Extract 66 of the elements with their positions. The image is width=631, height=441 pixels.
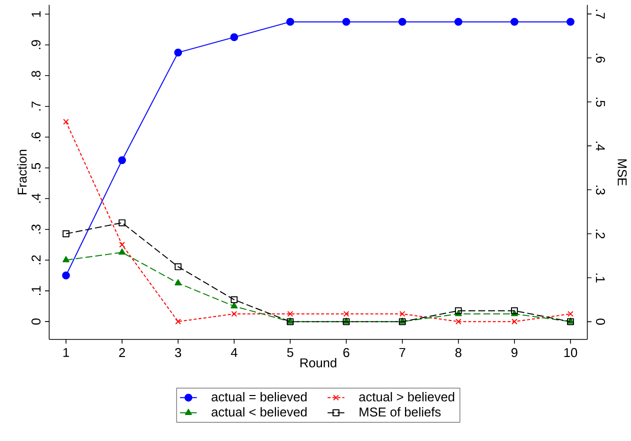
point (62, 272, 70, 280)
point (454, 307, 462, 314)
y2-tick-label: .2 (596, 230, 605, 239)
point (566, 18, 574, 26)
x-tick-label: 3 (175, 348, 182, 358)
y-tick-label: .4 (32, 194, 41, 203)
point (510, 307, 518, 314)
point (174, 48, 182, 57)
y-tick-label: .2 (32, 256, 41, 264)
point (118, 219, 126, 226)
point (118, 248, 126, 255)
point (512, 318, 518, 325)
y-tick-label: .5 (32, 163, 41, 172)
point (230, 33, 238, 42)
point (62, 230, 70, 238)
point (455, 318, 462, 325)
point (63, 118, 69, 125)
point (174, 279, 182, 286)
y2-tick-label: .1 (596, 274, 605, 283)
y2-tick-label: .5 (596, 98, 605, 107)
y2-tick-label: .4 (596, 142, 605, 151)
x-tick-label: 8 (455, 348, 462, 358)
point (510, 18, 518, 26)
x-tick-label: 5 (287, 348, 294, 358)
x-tick-label: 4 (230, 348, 238, 357)
legend-label: MSE of beliefs (360, 407, 441, 417)
point (174, 263, 182, 270)
legend-label: actual > believed (359, 392, 454, 402)
x-axis-title: Round (300, 358, 336, 368)
y-tick-label: .9 (31, 40, 41, 50)
x-tick-label: 6 (343, 348, 350, 358)
point (343, 311, 350, 317)
x-tick-label: 9 (511, 348, 518, 358)
y-tick-label: .7 (32, 102, 41, 111)
y-tick-label: .6 (31, 132, 41, 142)
point (230, 296, 238, 304)
point (398, 18, 406, 26)
point (454, 18, 462, 26)
legend-label: actual = believed (212, 392, 307, 402)
y-axis-title: Fraction (17, 150, 27, 194)
y-tick-label: 0 (31, 318, 41, 325)
point (175, 318, 182, 325)
x-tick-label: 10 (564, 348, 578, 358)
point (286, 18, 294, 26)
y-tick-label: .1 (32, 286, 41, 296)
point (119, 242, 125, 248)
point (118, 156, 126, 164)
y2-tick-label: .6 (596, 54, 606, 63)
y2-tick-label: .3 (596, 186, 606, 195)
x-tick-label: 1 (63, 348, 69, 357)
y2-tick-label: 0 (596, 318, 606, 325)
point (399, 311, 406, 317)
point (230, 302, 238, 309)
x-tick-label: 2 (119, 348, 125, 358)
y-tick-label: .3 (31, 224, 41, 234)
point (231, 311, 238, 317)
y2-axis-title: MSE (618, 159, 627, 186)
point (287, 311, 294, 317)
point (342, 18, 350, 26)
y-tick-label: 1 (32, 11, 41, 17)
legend-label: actual < believed (212, 407, 307, 417)
point (62, 256, 70, 262)
y-tick-label: .8 (31, 70, 41, 80)
point (568, 311, 574, 317)
x-tick-label: 7 (399, 348, 406, 357)
y2-tick-label: .7 (596, 10, 605, 19)
